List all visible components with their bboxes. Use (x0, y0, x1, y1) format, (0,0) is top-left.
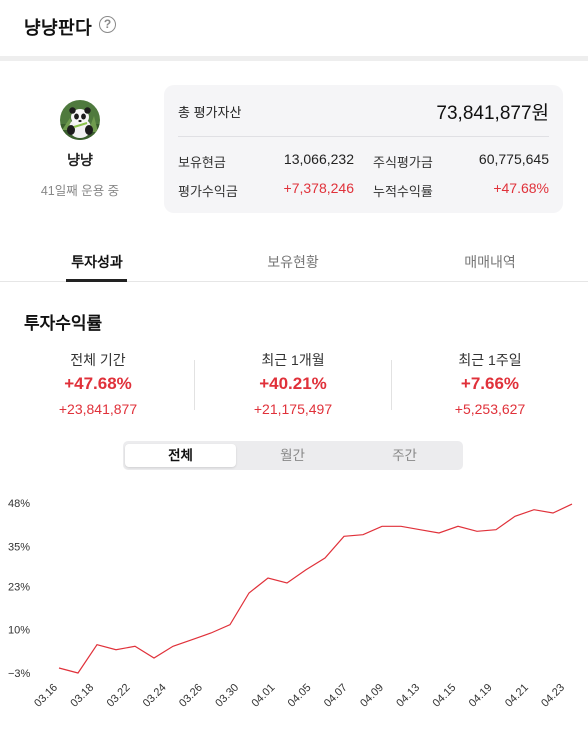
stat-divider (194, 360, 195, 410)
segment-weekly[interactable]: 주간 (392, 448, 417, 463)
return-series-line (58, 503, 573, 674)
return-line-chart: 48% 35% 23% 10% −3% 03.16 03.18 03.22 03.24 03.26… (0, 480, 588, 740)
period-segmented-control: 전체 월간 주간 (123, 441, 463, 470)
tab-trades[interactable]: 매매내역 (464, 254, 516, 270)
avatar[interactable] (60, 100, 100, 140)
stat-amount: +23,841,877 (58, 401, 138, 417)
segment-monthly[interactable]: 월간 (280, 448, 305, 463)
y-tick-label: −3% (8, 668, 31, 680)
x-tick-label: 03.18 (68, 682, 96, 710)
y-tick-label: 35% (8, 541, 30, 553)
x-tick-label: 04.21 (503, 682, 531, 710)
summary-divider (178, 136, 549, 137)
profile-name: 냥냥 (67, 152, 93, 168)
chart-svg: 48% 35% 23% 10% −3%03.16 03.18 03.22 03.24 03.26… (8, 498, 573, 710)
x-tick-label: 04.13 (394, 682, 422, 710)
x-tick-label: 03.26 (177, 682, 205, 710)
x-tick-label: 04.01 (249, 682, 277, 710)
profit-label: 평가수익금 (178, 184, 238, 199)
total-assets-value: 73,841,877원 (436, 103, 549, 124)
section-divider (0, 56, 588, 61)
stock-value: 60,775,645 (478, 151, 549, 167)
profit-value: +7,378,246 (283, 180, 354, 196)
x-tick-label: 03.30 (213, 682, 241, 710)
x-tick-label: 04.15 (431, 682, 459, 710)
x-tick-label: 03.16 (32, 682, 60, 710)
stat-all-period: 전체 기간 +47.68% +23,841,877 (0, 350, 196, 418)
cumulative-return-label: 누적수익률 (373, 184, 433, 199)
y-tick-label: 48% (8, 498, 30, 510)
profile-days: 41일째 운용 중 (40, 184, 120, 198)
panda-avatar-icon (60, 100, 100, 140)
stat-amount: +5,253,627 (454, 401, 526, 417)
tab-bar: 투자성과 보유현황 매매내역 (0, 240, 588, 282)
asset-summary-card: 총 평가자산 73,841,877원 보유현금 13,066,232 주식평가금… (164, 85, 563, 213)
page-title: 냥냥판다 (24, 18, 93, 38)
stat-percent: +40.21% (259, 374, 327, 393)
x-tick-label: 04.19 (467, 682, 495, 710)
y-tick-label: 23% (8, 581, 30, 593)
x-tick-label: 03.22 (105, 682, 133, 710)
stat-percent: +7.66% (460, 374, 520, 393)
stat-label: 최근 1주일 (458, 352, 522, 368)
stat-1-week: 최근 1주일 +7.66% +5,253,627 (392, 350, 588, 418)
cash-label: 보유현금 (178, 155, 226, 170)
tab-holdings[interactable]: 보유현황 (267, 254, 319, 270)
stock-value-label: 주식평가금 (373, 155, 433, 170)
y-tick-label: 10% (8, 625, 30, 637)
cumulative-return-value: +47.68% (493, 180, 549, 196)
help-circle-icon[interactable]: ? (99, 16, 116, 33)
stat-percent: +47.68% (64, 374, 132, 393)
x-tick-label: 03.24 (141, 682, 169, 710)
stat-1-month: 최근 1개월 +40.21% +21,175,497 (195, 350, 391, 418)
cash-value: 13,066,232 (283, 151, 354, 167)
x-tick-label: 04.05 (286, 682, 314, 710)
active-tab-indicator (66, 279, 127, 282)
stat-divider (391, 360, 392, 410)
tab-performance[interactable]: 투자성과 (71, 254, 123, 270)
x-tick-label: 04.23 (539, 682, 567, 710)
app-header: 냥냥판다 ? (0, 0, 588, 56)
segment-all[interactable]: 전체 (125, 444, 236, 467)
total-assets-label: 총 평가자산 (178, 105, 242, 120)
stat-label: 최근 1개월 (261, 352, 325, 368)
section-title: 투자수익률 (24, 314, 103, 333)
stat-label: 전체 기간 (70, 352, 126, 368)
x-tick-label: 04.09 (358, 682, 386, 710)
stat-amount: +21,175,497 (253, 401, 333, 417)
x-tick-label: 04.07 (322, 682, 350, 710)
